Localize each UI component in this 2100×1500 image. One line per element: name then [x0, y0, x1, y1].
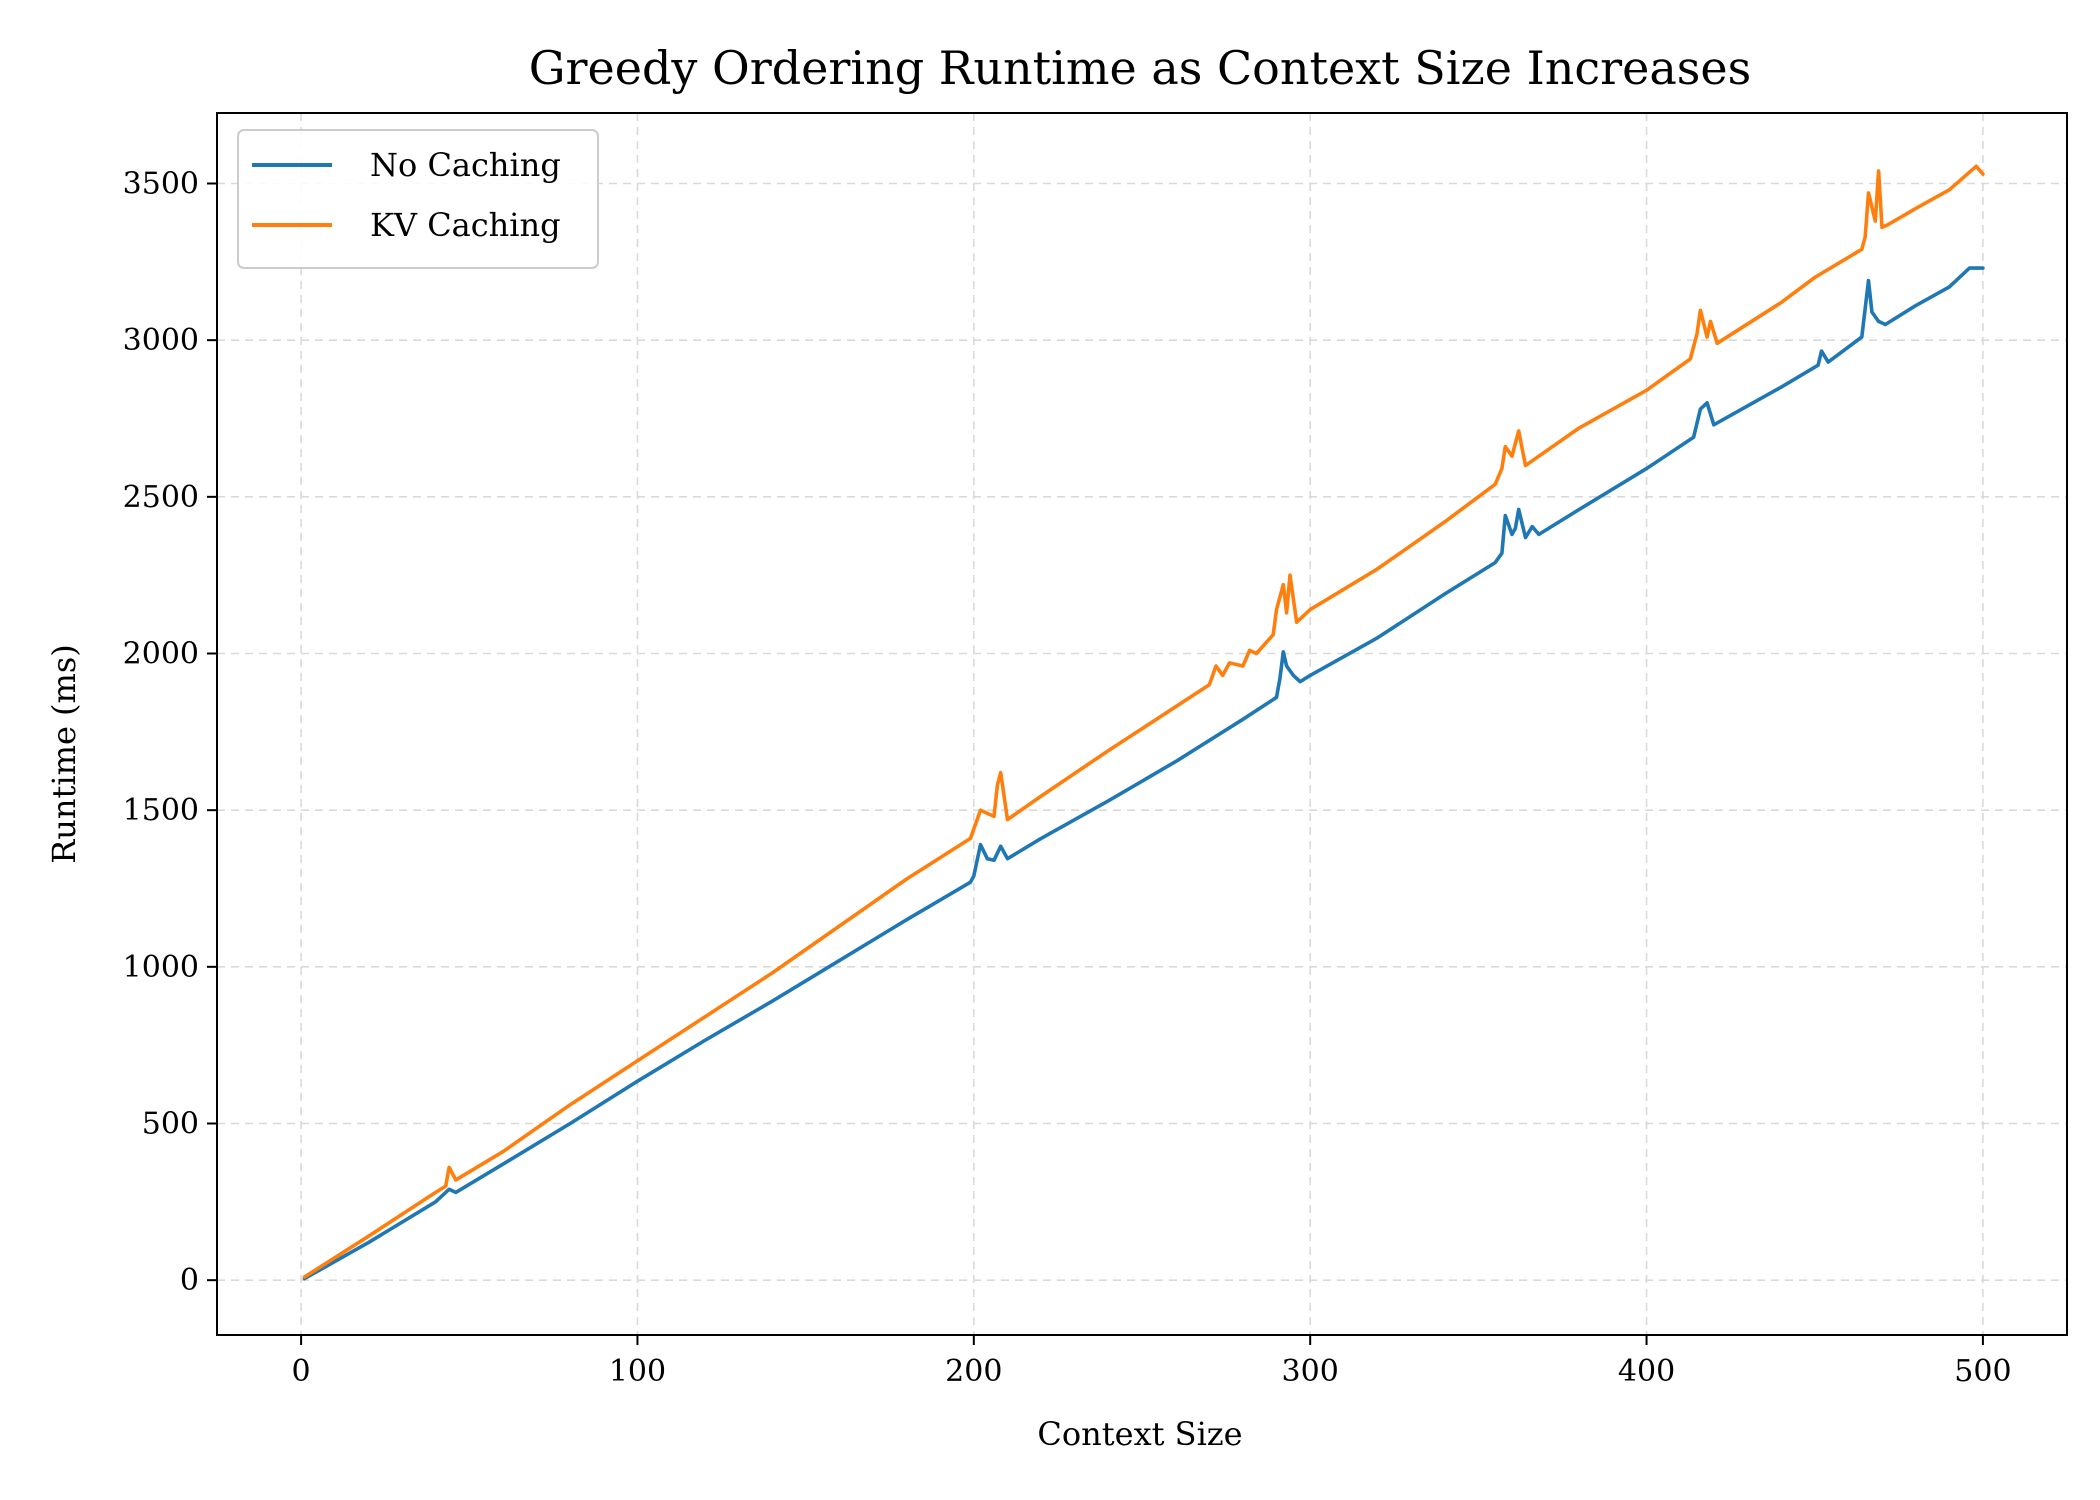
plot-frame [216, 112, 2068, 1336]
series-line-kv-caching [302, 164, 1985, 1279]
y-tick-label: 0 [180, 1263, 199, 1298]
legend-label: KV Caching [370, 206, 561, 244]
x-tick-label: 500 [1954, 1354, 2011, 1389]
x-tick-label: 0 [292, 1354, 311, 1389]
grid [217, 113, 2067, 1335]
y-tick-label: 3000 [123, 323, 199, 358]
x-tick-label: 400 [1618, 1354, 1675, 1389]
y-tick-label: 500 [142, 1107, 199, 1142]
y-tick-label: 1500 [123, 793, 199, 828]
x-tick-label: 200 [945, 1354, 1002, 1389]
chart-title: Greedy Ordering Runtime as Context Size … [529, 41, 1751, 95]
x-tick-label: 100 [609, 1354, 666, 1389]
y-tick-label: 2500 [123, 480, 199, 515]
legend: No Caching KV Caching [237, 129, 599, 269]
y-tick-label: 3500 [123, 167, 199, 202]
axis-ticks: 0 100 200 300 400 500 0 500 1000 1500 2000 2500 3000… [123, 167, 2012, 1390]
x-axis-label: Context Size [1037, 1415, 1242, 1453]
x-tick-label: 300 [1282, 1354, 1339, 1389]
series-line-no-caching [302, 266, 1985, 1281]
y-tick-label: 2000 [123, 637, 199, 672]
y-tick-label: 1000 [123, 950, 199, 985]
series-layer [302, 164, 1985, 1281]
y-axis-label: Runtime (ms) [45, 644, 83, 864]
legend-label: No Caching [370, 146, 561, 184]
